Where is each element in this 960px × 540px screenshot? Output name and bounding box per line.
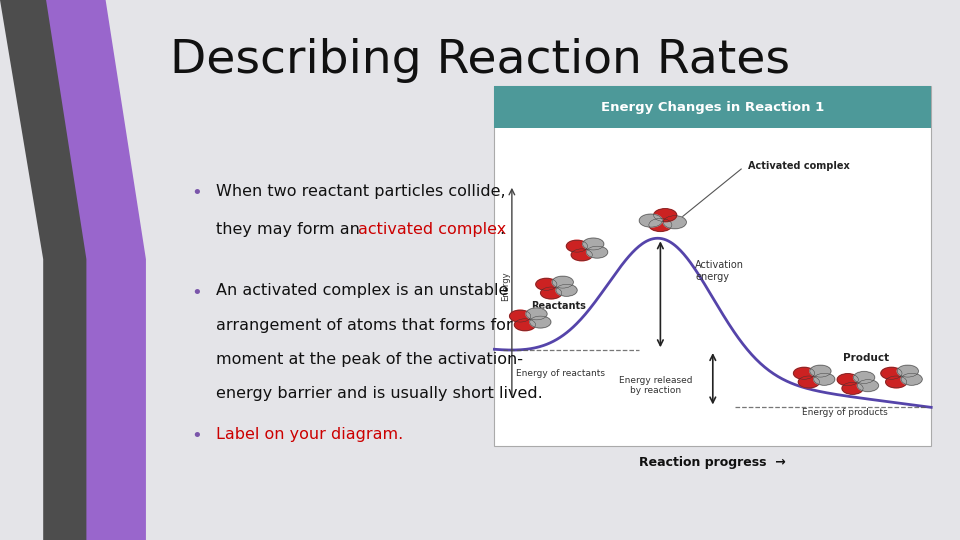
Text: Product: Product xyxy=(843,353,889,363)
Circle shape xyxy=(571,249,592,261)
Circle shape xyxy=(526,308,547,320)
Circle shape xyxy=(837,374,858,386)
Text: moment at the peak of the activation-: moment at the peak of the activation- xyxy=(216,352,523,367)
Circle shape xyxy=(515,319,536,330)
Text: Energy of products: Energy of products xyxy=(802,408,888,417)
Circle shape xyxy=(530,316,551,328)
Text: Reactants: Reactants xyxy=(532,301,587,310)
Circle shape xyxy=(540,287,562,299)
Circle shape xyxy=(886,376,907,388)
Text: •: • xyxy=(191,284,203,301)
Circle shape xyxy=(536,279,557,291)
Circle shape xyxy=(898,365,919,377)
Circle shape xyxy=(663,216,686,229)
Text: Activation
energy: Activation energy xyxy=(695,260,744,281)
Circle shape xyxy=(552,276,573,288)
Circle shape xyxy=(510,310,531,322)
Text: Energy Changes in Reaction 1: Energy Changes in Reaction 1 xyxy=(601,100,825,113)
Text: Describing Reaction Rates: Describing Reaction Rates xyxy=(170,38,790,83)
Text: •: • xyxy=(191,184,203,201)
FancyBboxPatch shape xyxy=(494,86,931,446)
Text: arrangement of atoms that forms for a: arrangement of atoms that forms for a xyxy=(216,318,528,333)
Text: Energy: Energy xyxy=(501,272,510,301)
Text: activated complex: activated complex xyxy=(358,222,506,238)
Circle shape xyxy=(649,219,672,232)
Circle shape xyxy=(654,209,677,222)
Circle shape xyxy=(799,376,820,388)
Circle shape xyxy=(857,380,878,392)
Text: Label on your diagram.: Label on your diagram. xyxy=(216,427,403,442)
Text: they may form an: they may form an xyxy=(216,222,365,238)
Circle shape xyxy=(639,214,662,227)
Circle shape xyxy=(853,372,875,383)
Polygon shape xyxy=(0,0,96,540)
Text: Energy of reactants: Energy of reactants xyxy=(516,369,605,378)
FancyBboxPatch shape xyxy=(494,86,931,127)
Text: .: . xyxy=(499,222,504,238)
Circle shape xyxy=(842,382,863,394)
Text: Activated complex: Activated complex xyxy=(748,161,850,171)
Bar xyxy=(494,127,931,446)
Circle shape xyxy=(566,240,588,252)
Text: Reaction progress  →: Reaction progress → xyxy=(639,456,786,469)
Text: When two reactant particles collide,: When two reactant particles collide, xyxy=(216,184,506,199)
Polygon shape xyxy=(46,0,146,540)
Text: Energy released
by reaction: Energy released by reaction xyxy=(619,376,693,395)
Circle shape xyxy=(881,367,902,379)
Circle shape xyxy=(810,365,831,377)
Circle shape xyxy=(814,373,835,385)
Circle shape xyxy=(583,238,604,250)
Circle shape xyxy=(587,246,608,258)
Circle shape xyxy=(794,367,815,379)
Text: •: • xyxy=(191,427,203,444)
Circle shape xyxy=(901,373,923,385)
Text: energy barrier and is usually short lived.: energy barrier and is usually short live… xyxy=(216,386,542,401)
Circle shape xyxy=(556,285,577,296)
Text: An activated complex is an unstable: An activated complex is an unstable xyxy=(216,284,509,299)
